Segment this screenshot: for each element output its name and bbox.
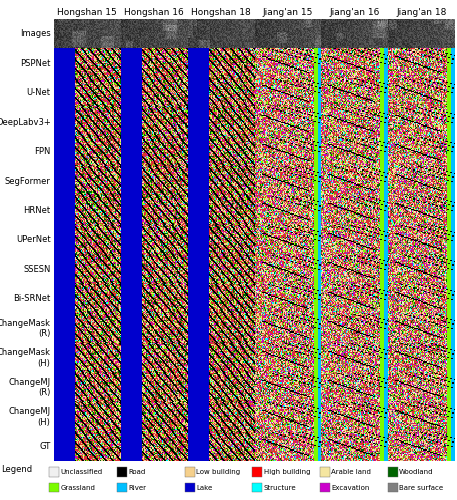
Text: HRNet: HRNet xyxy=(23,206,51,215)
Text: Images: Images xyxy=(20,29,51,38)
Bar xyxy=(320,482,330,492)
Text: U-Net: U-Net xyxy=(27,88,51,97)
Text: Bare surface: Bare surface xyxy=(399,484,443,490)
Bar xyxy=(185,467,195,477)
Text: SSESN: SSESN xyxy=(23,265,51,274)
Text: DeepLabv3+: DeepLabv3+ xyxy=(0,118,51,126)
Text: Hongshan 18: Hongshan 18 xyxy=(191,8,251,17)
Bar xyxy=(117,482,127,492)
Bar xyxy=(388,482,398,492)
Text: ChangeMJ
(R): ChangeMJ (R) xyxy=(8,378,51,397)
Text: FPN: FPN xyxy=(34,147,51,156)
Text: Unclassified: Unclassified xyxy=(61,469,103,475)
Text: ChangeMask
(H): ChangeMask (H) xyxy=(0,348,51,368)
Bar xyxy=(252,467,262,477)
Text: Woodland: Woodland xyxy=(399,469,433,475)
Bar xyxy=(320,467,330,477)
Text: River: River xyxy=(128,484,146,490)
Text: Hongshan 15: Hongshan 15 xyxy=(58,8,117,17)
Text: ChangeMask
(R): ChangeMask (R) xyxy=(0,318,51,338)
Text: Jiang'an 15: Jiang'an 15 xyxy=(263,8,313,17)
Text: Low building: Low building xyxy=(196,469,240,475)
Text: Bi-SRNet: Bi-SRNet xyxy=(13,294,51,304)
Text: GT: GT xyxy=(39,442,51,451)
Bar xyxy=(49,482,59,492)
Text: Arable land: Arable land xyxy=(331,469,371,475)
Bar xyxy=(185,482,195,492)
Text: PSPNet: PSPNet xyxy=(20,58,51,68)
Bar xyxy=(252,482,262,492)
Text: Lake: Lake xyxy=(196,484,213,490)
Bar xyxy=(388,467,398,477)
Text: ChangeMJ
(H): ChangeMJ (H) xyxy=(8,407,51,426)
Bar xyxy=(49,467,59,477)
Text: Road: Road xyxy=(128,469,146,475)
Text: UPerNet: UPerNet xyxy=(16,236,51,244)
Text: Hongshan 16: Hongshan 16 xyxy=(124,8,184,17)
Text: Grassland: Grassland xyxy=(61,484,96,490)
Text: Jiang'an 18: Jiang'an 18 xyxy=(397,8,447,17)
Text: SegFormer: SegFormer xyxy=(5,176,51,186)
Text: High building: High building xyxy=(264,469,310,475)
Text: Structure: Structure xyxy=(264,484,296,490)
Text: Excavation: Excavation xyxy=(331,484,370,490)
Bar xyxy=(117,467,127,477)
Text: Legend: Legend xyxy=(1,465,32,474)
Text: Jiang'an 16: Jiang'an 16 xyxy=(329,8,380,17)
